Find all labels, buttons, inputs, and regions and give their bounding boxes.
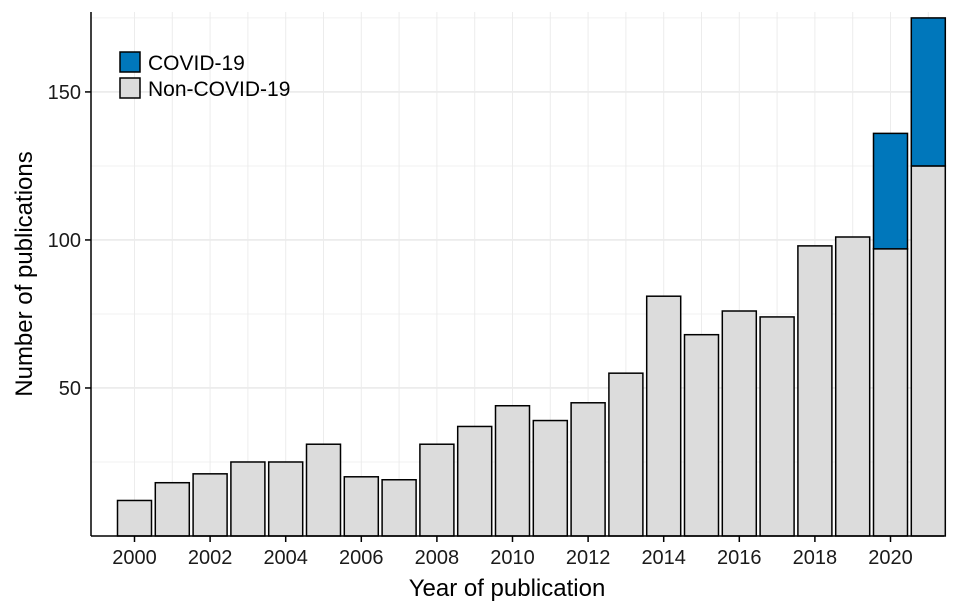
x-tick-label: 2018 [793,547,838,569]
x-tick-label: 2002 [188,547,233,569]
bar-non-covid-19-2021 [910,165,947,537]
x-tick-label: 2012 [566,547,611,569]
x-tick-label: 2004 [263,547,308,569]
x-tick-label: 2008 [415,547,460,569]
bar-non-covid-19-2009 [456,425,493,537]
bar-non-covid-19-2018 [797,245,833,537]
axes [90,12,944,537]
x-tick-label: 2020 [868,547,913,569]
bar-non-covid-19-2001 [154,481,191,537]
bar-non-covid-19-2000 [116,499,153,537]
bar-non-covid-19-2019 [834,236,871,537]
bar-non-covid-19-2005 [305,443,342,537]
legend-swatch-covid [119,51,141,73]
bar-non-covid-19-2010 [494,404,531,537]
bar-non-covid-19-2012 [570,402,606,537]
y-tick-label: 150 [48,82,81,104]
legend-swatch-non-covid [119,77,141,99]
y-tick-label: 100 [48,230,81,252]
legend-label-non-covid: Non-COVID-19 [148,78,290,101]
bar-non-covid-19-2002 [192,473,228,537]
y-axis-title: Number of publications [11,151,38,396]
legend-label-covid: COVID-19 [148,52,245,75]
x-tick-label: 2016 [717,547,762,569]
y-tick-label: 50 [59,378,81,400]
bar-non-covid-19-2008 [419,443,455,537]
bar-non-covid-19-2014 [645,295,682,537]
bar-covid-19-2021 [910,17,947,167]
bar-non-covid-19-2006 [343,476,380,537]
bar-non-covid-19-2017 [759,316,795,537]
y-ticks: 50 100 150 [48,82,91,400]
bar-non-covid-19-2013 [608,372,644,537]
x-ticks: 2000 2002 2004 2006 2008 2010 2012 2014 2016 2018… [112,536,913,569]
x-tick-label: 2006 [339,547,384,569]
bar-non-covid-19-2007 [381,479,417,537]
x-tick-label: 2000 [112,547,157,569]
x-axis-title: Year of publication [409,575,606,602]
bar-non-covid-19-2020 [872,248,909,537]
bars [116,17,947,537]
bar-non-covid-19-2011 [532,419,569,537]
legend: COVID-19 Non-COVID-19 [119,51,290,101]
x-tick-label: 2014 [641,547,686,569]
bar-non-covid-19-2004 [267,461,304,537]
bar-covid-19-2020 [872,132,909,250]
bar-non-covid-19-2015 [683,333,720,537]
bar-non-covid-19-2016 [721,310,758,537]
x-tick-label: 2010 [490,547,535,569]
bar-non-covid-19-2003 [230,461,266,537]
